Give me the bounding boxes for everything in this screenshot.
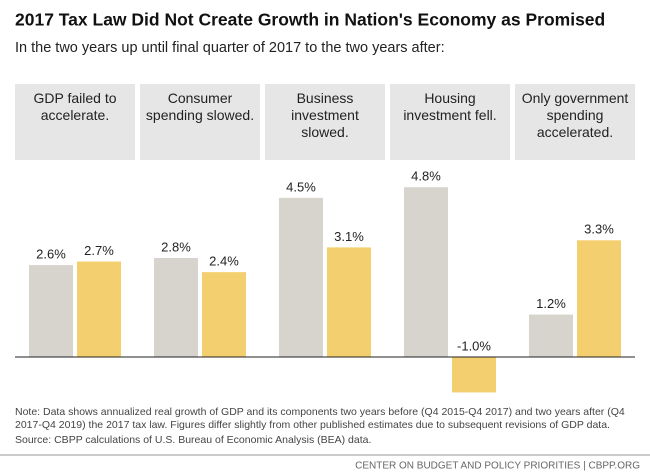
bar — [529, 314, 573, 358]
bar — [154, 257, 198, 358]
bar — [279, 197, 323, 358]
bar — [327, 247, 371, 358]
value-label: 2.4% — [209, 254, 239, 269]
value-label: -1.0% — [457, 338, 491, 353]
category-label: GDP failed to accelerate. — [33, 90, 117, 123]
value-label: 3.1% — [334, 229, 364, 244]
category-label: Only government spending accelerated. — [521, 90, 629, 140]
panel-header — [140, 84, 260, 160]
chart-title: 2017 Tax Law Did Not Create Growth in Na… — [15, 10, 605, 30]
category-label: Consumer spending slowed. — [145, 90, 255, 123]
bar — [452, 357, 496, 393]
bar — [29, 265, 73, 358]
panel-header — [265, 84, 385, 160]
value-label: 2.6% — [36, 246, 66, 261]
bar — [404, 187, 448, 358]
value-label: 1.2% — [536, 296, 566, 311]
value-label: 3.3% — [584, 222, 614, 237]
value-label: 2.7% — [84, 243, 114, 258]
value-label: 4.5% — [286, 179, 316, 194]
bar — [202, 272, 246, 358]
bar — [77, 261, 121, 358]
panel-header — [15, 84, 135, 160]
bar — [577, 240, 621, 358]
panel-header — [390, 84, 510, 160]
value-label: 2.8% — [161, 239, 191, 254]
chart-subtitle: In the two years up until final quarter … — [15, 40, 445, 56]
note: Note: Data shows annualized real growth … — [15, 406, 625, 431]
category-label: Business investment slowed. — [291, 90, 359, 140]
value-label: 4.8% — [411, 169, 441, 184]
panel-header — [515, 84, 635, 160]
category-label: Housing investment fell. — [403, 90, 497, 123]
source: Source: CBPP calculations of U.S. Bureau… — [15, 434, 372, 446]
footer: CENTER ON BUDGET AND POLICY PRIORITIES |… — [355, 461, 640, 472]
